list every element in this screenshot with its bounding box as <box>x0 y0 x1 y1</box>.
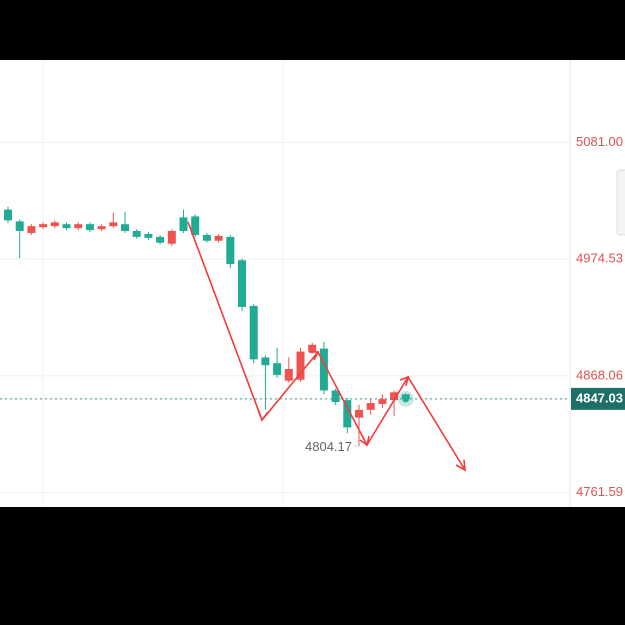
arrow-head <box>257 409 269 422</box>
candle-body <box>74 224 83 229</box>
arrow-head <box>309 351 320 361</box>
candle-body <box>261 357 270 366</box>
candle-body <box>167 230 176 244</box>
plot: 5081.00 4974.53 4868.06 4761.59 4804.17 4847.… <box>0 134 625 499</box>
candle-body <box>202 234 211 241</box>
candle-body <box>179 217 188 231</box>
candle-body <box>273 363 282 375</box>
candle-body <box>331 390 340 403</box>
y-tick-label: 5081.00 <box>576 134 623 149</box>
candle-body <box>319 348 328 391</box>
arrow-head <box>359 435 370 447</box>
y-tick-label: 4868.06 <box>576 367 623 382</box>
candle-body <box>308 344 317 352</box>
candle-body <box>15 221 24 231</box>
candle-body <box>156 236 165 243</box>
side-widget <box>616 169 625 236</box>
last-price-dot <box>402 395 410 403</box>
candle-body <box>50 222 59 227</box>
candle-body <box>121 224 129 231</box>
last-price-label: 4847.03 <box>576 390 623 405</box>
candle-body <box>249 305 258 360</box>
trend-path <box>187 221 466 471</box>
candle-body <box>343 400 352 428</box>
candle-body <box>27 226 36 233</box>
y-tick-label: 4974.53 <box>576 251 623 266</box>
plot-background <box>0 60 625 507</box>
candle-body <box>390 392 399 401</box>
candle-body <box>238 260 246 307</box>
candle-body <box>366 403 375 410</box>
candle-body <box>226 236 235 265</box>
candle-body <box>144 233 153 238</box>
drawing <box>187 221 466 472</box>
candle-body <box>378 399 387 404</box>
candle-body <box>191 216 200 235</box>
arrow-head <box>399 375 410 387</box>
candle-body <box>132 230 141 237</box>
last-price-box <box>571 387 625 410</box>
candle-body <box>296 351 305 380</box>
candle-body <box>97 226 106 230</box>
arrow-head <box>455 459 466 472</box>
candle-body <box>85 224 94 231</box>
candle-body <box>355 409 363 418</box>
candle-body <box>284 368 293 381</box>
y-tick-label: 4761.59 <box>576 484 623 499</box>
candle-body <box>214 235 223 241</box>
candle-body <box>109 222 118 227</box>
candle-body <box>39 224 48 228</box>
candle-body <box>4 209 12 221</box>
candle-body <box>62 224 71 229</box>
low-annotation: 4804.17 <box>305 439 352 454</box>
